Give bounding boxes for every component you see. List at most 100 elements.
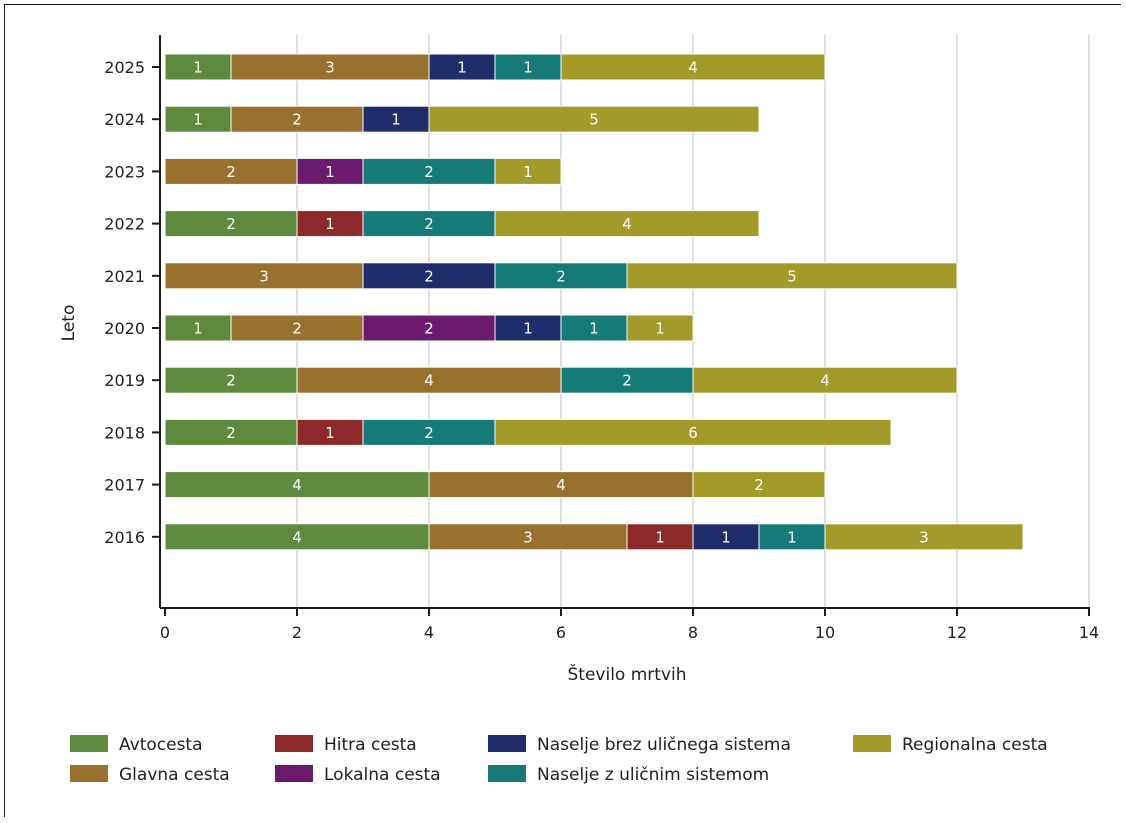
bar-segment xyxy=(494,210,760,238)
y-tick-label: 2024 xyxy=(104,110,145,129)
bar-segment xyxy=(626,262,958,290)
bar-value-label: 2 xyxy=(424,215,434,233)
legend-label: Avtocesta xyxy=(119,735,203,755)
bar-segment xyxy=(692,523,760,551)
bar-value-label: 2 xyxy=(226,372,236,390)
bar-value-label: 1 xyxy=(589,320,599,338)
bar-segment xyxy=(164,471,430,499)
bar-value-label: 5 xyxy=(787,267,797,285)
legend-item: Naselje z uličnim sistemom xyxy=(488,765,769,785)
y-ticks: 2025 2024 2023 2022 2021 2020 2019 2018 2017 2016 xyxy=(104,58,160,547)
bar-value-label: 2 xyxy=(292,111,302,129)
legend-swatch xyxy=(488,735,526,752)
bar-value-label: 1 xyxy=(193,320,203,338)
bar-row: 3 2 2 5 xyxy=(164,262,958,290)
x-tick-label: 6 xyxy=(556,623,566,642)
bar-segment xyxy=(428,53,496,81)
legend-item: Regionalna cesta xyxy=(853,735,1048,755)
legend-label: Naselje z uličnim sistemom xyxy=(537,765,769,785)
bar-segment xyxy=(230,314,364,342)
bar-value-label: 5 xyxy=(589,111,599,129)
bar-segment xyxy=(164,314,232,342)
bar-value-label: 2 xyxy=(292,320,302,338)
bar-segment xyxy=(296,157,364,185)
bar-value-label: 4 xyxy=(292,476,302,494)
bar-segment xyxy=(494,53,562,81)
bars: 1 3 1 1 4 1 2 1 5 2 1 2 1 2 1 2 4 3 2 2 5 1 2 2 1 1 1 2 4 2 4 2 1 2 6 4 4 2 4 3… xyxy=(164,53,1024,551)
legend-item: Avtocesta xyxy=(70,735,203,755)
legend-label: Glavna cesta xyxy=(119,765,230,785)
bar-segment xyxy=(362,314,496,342)
bar-segment xyxy=(362,262,496,290)
bar-segment xyxy=(164,366,298,394)
bar-value-label: 3 xyxy=(325,59,335,77)
bar-value-label: 4 xyxy=(622,215,632,233)
bar-value-label: 1 xyxy=(787,528,797,546)
bar-value-label: 1 xyxy=(457,59,467,77)
bar-row: 2 4 2 4 xyxy=(164,366,958,394)
bar-value-label: 4 xyxy=(424,372,434,390)
bar-segment xyxy=(164,210,298,238)
legend-item: Lokalna cesta xyxy=(275,765,441,785)
y-tick-label: 2019 xyxy=(104,371,145,390)
bar-value-label: 2 xyxy=(424,424,434,442)
bar-segment xyxy=(824,523,1024,551)
bar-segment xyxy=(428,523,628,551)
bar-value-label: 1 xyxy=(193,59,203,77)
x-tick-label: 8 xyxy=(688,623,698,642)
x-tick-label: 0 xyxy=(160,623,170,642)
bar-segment xyxy=(494,157,562,185)
legend-item: Glavna cesta xyxy=(70,765,230,785)
legend-item: Naselje brez uličnega sistema xyxy=(488,735,791,755)
bar-segment xyxy=(692,471,826,499)
bar-value-label: 1 xyxy=(391,111,401,129)
y-tick-label: 2020 xyxy=(104,319,145,338)
bar-value-label: 1 xyxy=(721,528,731,546)
bar-value-label: 4 xyxy=(688,59,698,77)
y-tick-label: 2017 xyxy=(104,476,145,495)
bar-segment xyxy=(164,523,430,551)
bar-segment xyxy=(494,314,562,342)
bar-segment xyxy=(494,418,892,446)
y-tick-label: 2023 xyxy=(104,162,145,181)
legend-swatch xyxy=(275,735,313,752)
bar-segment xyxy=(230,53,430,81)
bar-value-label: 2 xyxy=(424,163,434,181)
bar-row: 2 1 2 6 xyxy=(164,418,892,446)
bar-segment xyxy=(626,314,694,342)
bar-row: 2 1 2 1 xyxy=(164,157,562,185)
bar-value-label: 2 xyxy=(754,476,764,494)
x-tick-label: 10 xyxy=(815,623,835,642)
x-tick-label: 12 xyxy=(947,623,967,642)
legend-swatch xyxy=(275,765,313,782)
legend-item: Hitra cesta xyxy=(275,735,417,755)
bar-segment xyxy=(758,523,826,551)
bar-value-label: 2 xyxy=(556,267,566,285)
y-tick-label: 2025 xyxy=(104,58,145,77)
x-ticks: 0 2 4 6 8 10 12 14 xyxy=(160,608,1099,642)
bar-value-label: 2 xyxy=(622,372,632,390)
bar-segment xyxy=(560,314,628,342)
bar-value-label: 4 xyxy=(556,476,566,494)
bar-row: 4 4 2 xyxy=(164,471,826,499)
bar-value-label: 1 xyxy=(193,111,203,129)
stacked-bar-chart: 1 3 1 1 41 2 1 52 1 2 12 1 2 43 2 2 51 2 2 1 1 12 4 2 42 1 2 64 4 24 3… xyxy=(59,35,1099,785)
bar-segment xyxy=(428,105,760,133)
bar-segment xyxy=(692,366,958,394)
x-tick-label: 4 xyxy=(424,623,434,642)
legend-label: Hitra cesta xyxy=(324,735,417,755)
bar-value-label: 1 xyxy=(325,215,335,233)
bar-value-label: 4 xyxy=(292,528,302,546)
bar-row: 4 3 1 1 1 3 xyxy=(164,523,1024,551)
bar-value-label: 1 xyxy=(325,163,335,181)
bar-value-label: 1 xyxy=(523,163,533,181)
bar-value-label: 1 xyxy=(655,528,665,546)
bar-segment xyxy=(494,262,628,290)
bar-value-label: 1 xyxy=(523,320,533,338)
bar-segment xyxy=(626,523,694,551)
bar-segment xyxy=(164,418,298,446)
bar-row: 2 1 2 4 xyxy=(164,210,760,238)
bar-segment xyxy=(560,366,694,394)
bar-value-label: 2 xyxy=(226,163,236,181)
